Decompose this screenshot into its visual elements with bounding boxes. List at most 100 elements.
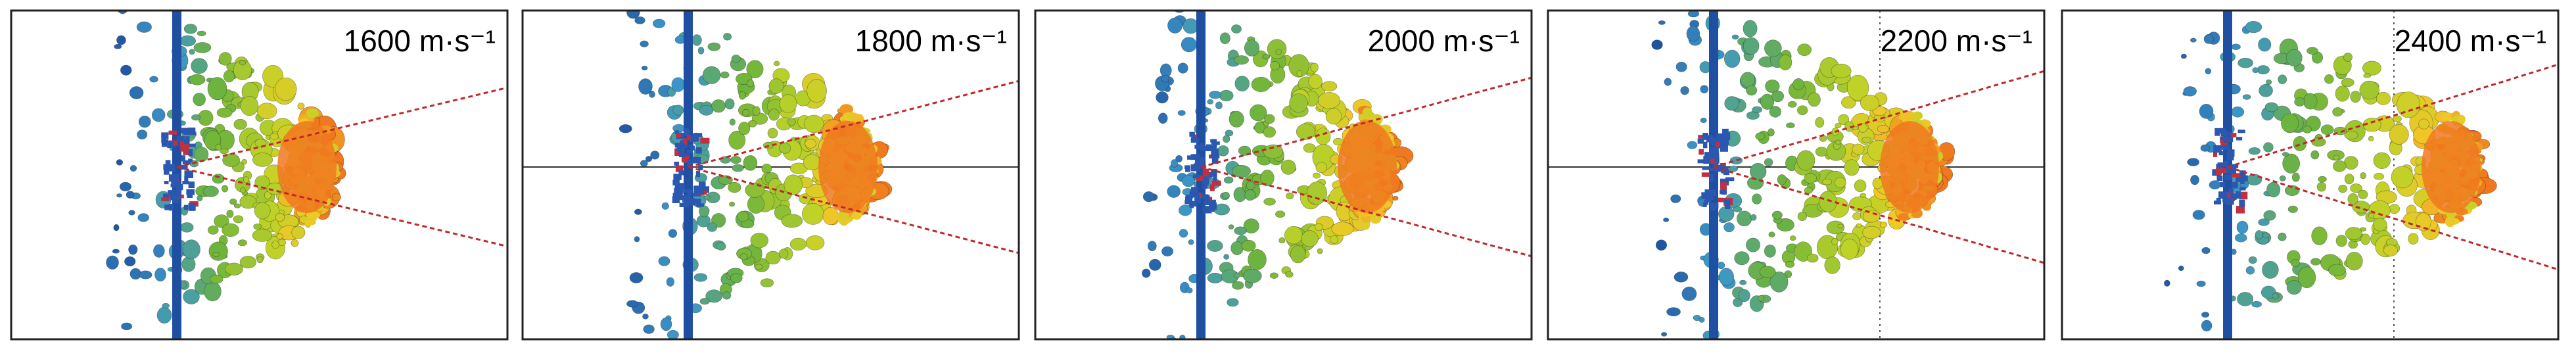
- speed-label: 2000 m·s⁻¹: [1368, 24, 1520, 58]
- fragment: [275, 212, 285, 222]
- fragment: [153, 244, 165, 258]
- fragment: [2363, 73, 2371, 78]
- panel-frame: [521, 9, 1020, 341]
- fragment: [1229, 110, 1244, 128]
- plate-debris: [1206, 144, 1212, 148]
- plate-debris: [674, 161, 680, 166]
- panel-frame: [1547, 9, 2046, 341]
- plate-debris: [2213, 145, 2222, 153]
- fragment: [291, 226, 306, 239]
- fragment: [1700, 85, 1709, 93]
- fragment: [2374, 173, 2385, 180]
- fragment: [2196, 280, 2206, 287]
- fragment: [123, 1, 129, 5]
- plate-debris: [2239, 170, 2246, 177]
- plate-debris: [2240, 191, 2248, 200]
- plate-debris: [163, 164, 171, 170]
- cap-core: [1880, 121, 1939, 213]
- fragment: [1250, 104, 1267, 122]
- fragment: [1674, 272, 1689, 283]
- fragment: [1743, 37, 1760, 55]
- fragment: [256, 256, 264, 264]
- fragment: [789, 237, 807, 251]
- plate-debris: [677, 185, 684, 193]
- fragment: [765, 251, 781, 265]
- plate-debris: [168, 174, 177, 182]
- panel-frame: [1034, 9, 1533, 341]
- fragment: [1181, 37, 1197, 53]
- plate-debris: [1702, 141, 1708, 149]
- plate-debris: [188, 181, 195, 189]
- plate-debris: [1715, 152, 1720, 160]
- fragment: [1313, 172, 1321, 179]
- fragment: [113, 224, 120, 231]
- fragment: [214, 214, 229, 228]
- fragment: [1248, 249, 1267, 270]
- fragment: [693, 273, 708, 282]
- plate-debris: [690, 145, 695, 151]
- fragment: [2341, 78, 2354, 87]
- fragment: [191, 58, 208, 74]
- plate-debris: [181, 164, 188, 170]
- fragment: [2258, 37, 2272, 52]
- plate-debris: [1698, 149, 1704, 155]
- fragment: [121, 322, 133, 331]
- fragment: [2201, 312, 2210, 318]
- plate-debris: [1211, 156, 1219, 164]
- plate-debris: [168, 190, 174, 195]
- fragment: [222, 185, 229, 193]
- plate-debris: [698, 164, 703, 170]
- fragment: [128, 210, 135, 216]
- fragment: [1234, 55, 1250, 65]
- cap-fragment: [1370, 214, 1382, 224]
- fragment: [225, 262, 243, 275]
- fragment: [729, 118, 736, 126]
- fragment: [2192, 210, 2205, 220]
- fragment: [1188, 239, 1194, 245]
- plate-debris: [1194, 192, 1200, 200]
- fragment: [2343, 156, 2358, 170]
- fragment: [1686, 26, 1700, 42]
- plate-debris: [1194, 159, 1204, 166]
- plate-debris: [163, 169, 170, 175]
- fragment: [239, 256, 257, 269]
- fragment: [2180, 53, 2187, 59]
- fragment: [1296, 123, 1315, 140]
- fragment: [2376, 91, 2391, 105]
- plate-debris: [1206, 172, 1213, 178]
- plate-debris: [1210, 139, 1217, 143]
- fragment: [707, 42, 721, 51]
- fragment: [2266, 181, 2281, 198]
- plate-debris: [2214, 128, 2220, 136]
- fragment: [722, 291, 732, 300]
- fragment: [2294, 97, 2306, 107]
- fragment: [711, 99, 726, 113]
- fragment: [183, 24, 197, 34]
- plate-debris: [1190, 154, 1200, 160]
- fragment: [746, 60, 764, 79]
- plate-debris: [168, 164, 176, 172]
- cone-line: [176, 166, 507, 248]
- fragment: [723, 33, 732, 41]
- fragment: [2333, 160, 2347, 172]
- fragment: [2285, 49, 2303, 67]
- fragment: [1301, 230, 1319, 247]
- plate-debris: [1211, 149, 1219, 156]
- fragment: [1663, 218, 1670, 222]
- plate-debris: [183, 129, 188, 135]
- fragment: [1148, 258, 1161, 271]
- fragment: [2350, 183, 2362, 193]
- fragment: [2397, 91, 2421, 118]
- plate-debris: [164, 181, 169, 185]
- fragment: [1308, 74, 1323, 89]
- fragment: [1241, 239, 1256, 252]
- cap-fragment: [1362, 107, 1372, 119]
- fragment: [697, 47, 705, 55]
- cone-line: [1200, 76, 1532, 168]
- fragment: [1767, 128, 1775, 137]
- fragment: [1315, 223, 1323, 231]
- fragment: [1178, 204, 1192, 216]
- fragment: [658, 256, 670, 266]
- fragment: [154, 268, 166, 282]
- fragment: [699, 298, 710, 305]
